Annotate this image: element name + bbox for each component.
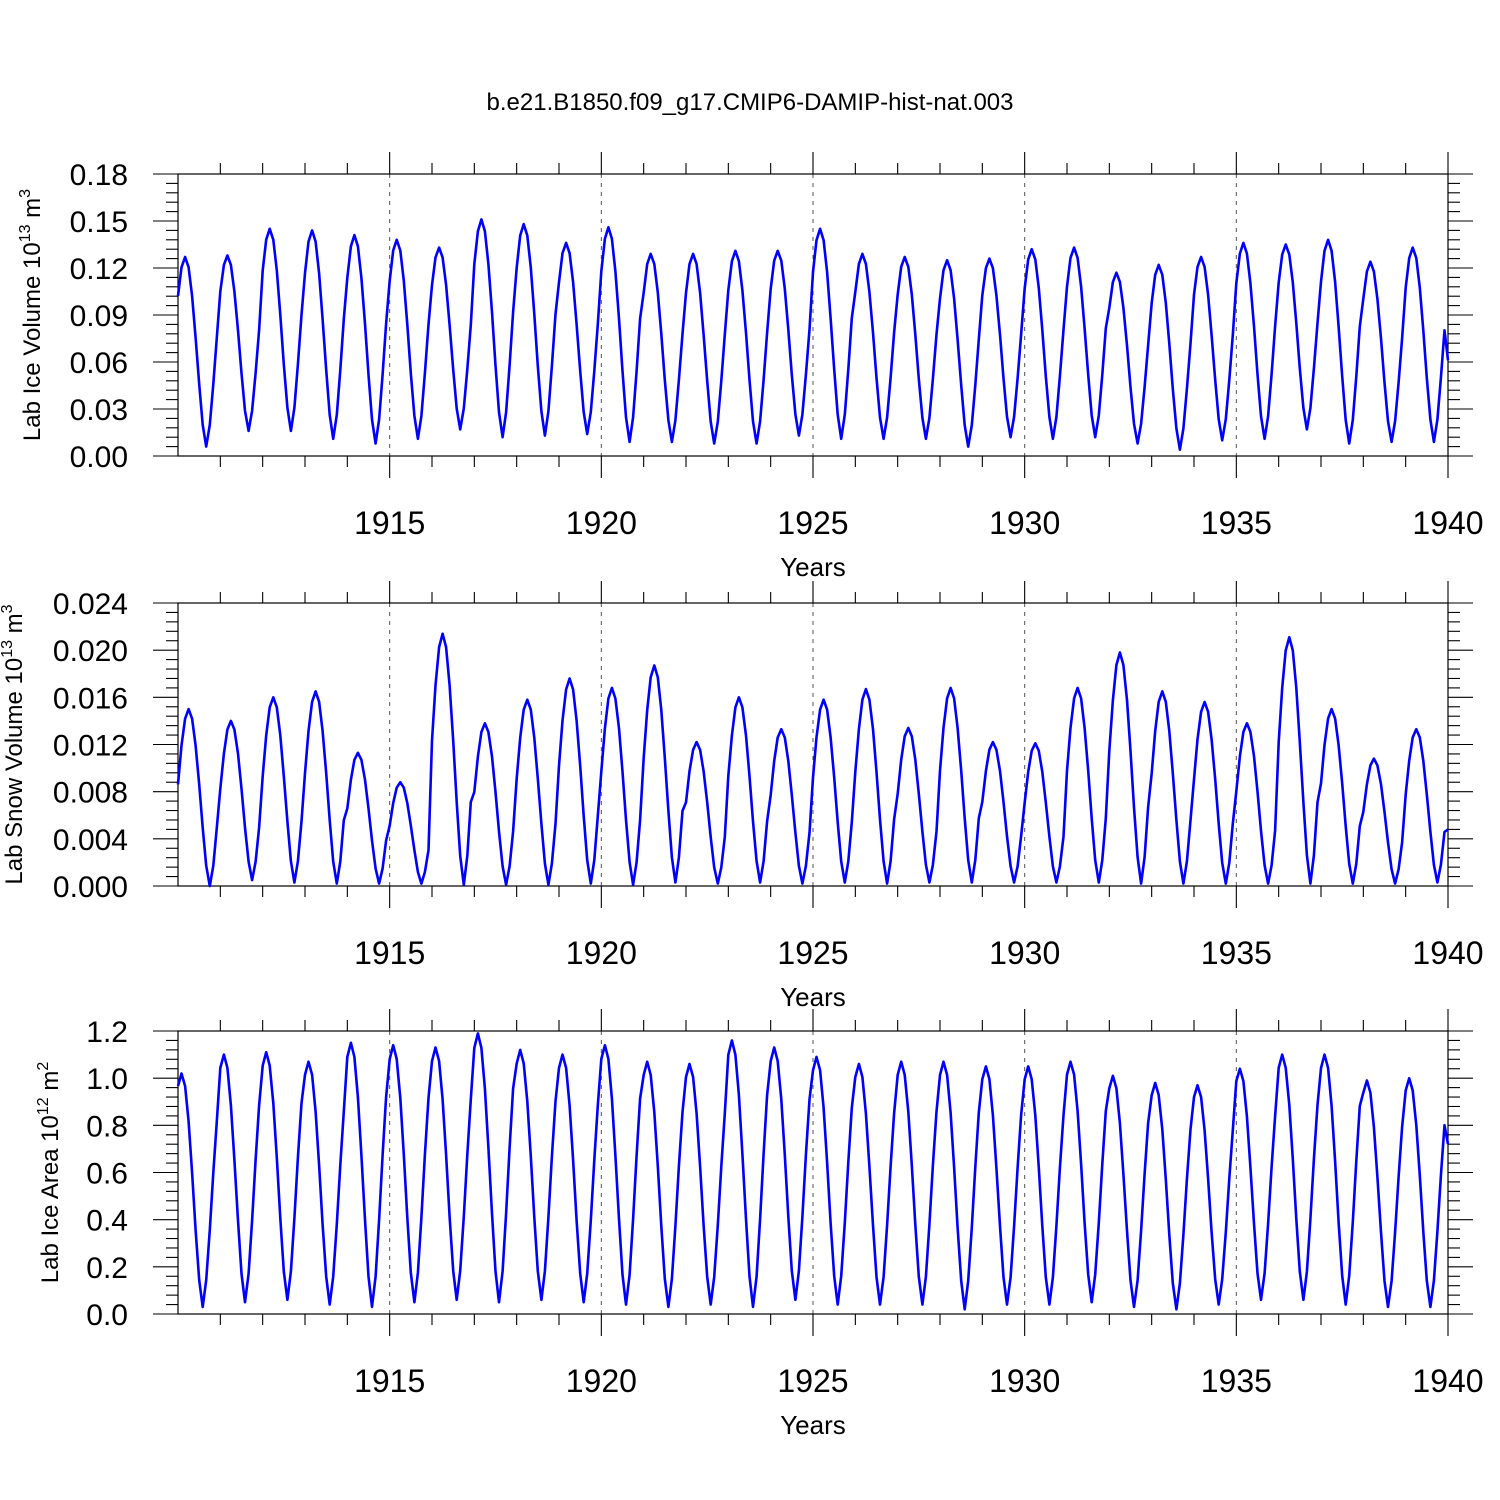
x-axis-label: Years (780, 552, 846, 582)
y-tick-label: 0.004 (53, 824, 128, 857)
series-line (176, 632, 1449, 888)
y-tick-label: 0.12 (70, 253, 128, 286)
x-axis-label: Years (780, 982, 846, 1012)
x-tick-label: 1925 (777, 935, 848, 971)
x-tick-label: 1930 (989, 935, 1060, 971)
y-tick-label: 0.00 (70, 441, 128, 474)
y-tick-label: 0.15 (70, 206, 128, 239)
y-axis-label: Lab Snow Volume 1013 m3 (0, 604, 28, 884)
y-tick-label: 0.012 (53, 730, 128, 763)
panel-ice-area: 0.0 0.2 0.4 0.6 0.8 1.0 1.2 1915 1920 1925 1930 193… (35, 1009, 1484, 1440)
y-axis-label: Lab Ice Volume 1013 m3 (17, 189, 46, 441)
series-line (176, 1032, 1450, 1311)
x-tick-label: 1915 (354, 1363, 425, 1399)
y-tick-label: 0.09 (70, 300, 128, 333)
x-tick-label: 1925 (777, 505, 848, 541)
x-tick-label: 1920 (566, 1363, 637, 1399)
y-tick-label: 0.0 (86, 1299, 128, 1332)
x-tick-label: 1935 (1201, 935, 1272, 971)
x-tick-label: 1915 (354, 505, 425, 541)
y-tick-label: 0.03 (70, 394, 128, 427)
x-tick-label: 1940 (1412, 1363, 1483, 1399)
plot-frame (177, 602, 1449, 887)
x-tick-label: 1925 (777, 1363, 848, 1399)
figure-title: b.e21.B1850.f09_g17.CMIP6-DAMIP-hist-nat… (487, 89, 1014, 116)
y-tick-label: 0.4 (86, 1205, 128, 1238)
x-tick-label: 1930 (989, 1363, 1060, 1399)
series-line (176, 218, 1450, 451)
panel-snow-volume: 0.000 0.004 0.008 0.012 0.016 0.020 0.024 1915 1… (0, 581, 1484, 1012)
x-tick-label: 1940 (1412, 935, 1483, 971)
panels: 0.00 0.03 0.06 0.09 0.12 0.15 0.18 1915 1920 1925… (0, 152, 1484, 1440)
x-tick-label: 1920 (566, 505, 637, 541)
panel-ice-volume: 0.00 0.03 0.06 0.09 0.12 0.15 0.18 1915 1920 1925… (17, 152, 1484, 582)
y-tick-label: 1.2 (86, 1016, 128, 1049)
y-tick-label: 0.18 (70, 159, 128, 192)
y-tick-label: 0.008 (53, 777, 128, 810)
y-tick-label: 0.06 (70, 347, 128, 380)
y-tick-label: 1.0 (86, 1063, 128, 1096)
x-tick-label: 1935 (1201, 1363, 1272, 1399)
y-tick-label: 0.6 (86, 1158, 128, 1191)
y-tick-label: 0.000 (53, 871, 128, 904)
y-tick-label: 0.020 (53, 635, 128, 668)
x-axis-label: Years (780, 1410, 846, 1440)
x-tick-label: 1920 (566, 935, 637, 971)
x-tick-label: 1940 (1412, 505, 1483, 541)
plot-frame (177, 173, 1449, 457)
y-tick-label: 0.024 (53, 588, 128, 621)
y-tick-label: 0.8 (86, 1110, 128, 1143)
y-tick-label: 0.016 (53, 682, 128, 715)
x-tick-label: 1915 (354, 935, 425, 971)
x-tick-label: 1930 (989, 505, 1060, 541)
x-tick-label: 1935 (1201, 505, 1272, 541)
y-tick-label: 0.2 (86, 1252, 128, 1285)
y-axis-label: Lab Ice Area 1012 m2 (35, 1062, 64, 1284)
